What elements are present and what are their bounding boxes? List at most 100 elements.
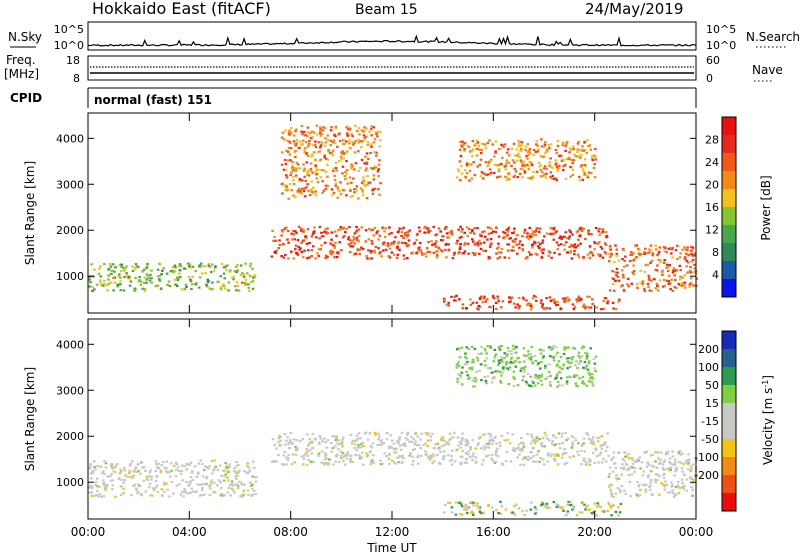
heatmap-cell bbox=[453, 252, 456, 255]
heatmap-cell bbox=[670, 481, 673, 484]
heatmap-cell bbox=[484, 146, 488, 150]
heatmap-cell bbox=[375, 151, 378, 154]
heatmap-cell bbox=[334, 166, 338, 170]
heatmap-cell bbox=[594, 158, 598, 161]
heatmap-cell bbox=[473, 174, 477, 177]
heatmap-cell bbox=[578, 156, 582, 159]
heatmap-cell bbox=[201, 489, 204, 492]
heatmap-cell bbox=[571, 442, 575, 445]
heatmap-cell bbox=[498, 346, 501, 349]
heatmap-cell bbox=[204, 465, 207, 468]
heatmap-cell bbox=[394, 236, 397, 239]
heatmap-cell bbox=[623, 459, 626, 462]
heatmap-cell bbox=[594, 148, 597, 151]
heatmap-cell bbox=[572, 145, 575, 148]
heatmap-cell bbox=[91, 286, 94, 289]
heatmap-cell bbox=[109, 281, 113, 284]
heatmap-cell bbox=[478, 369, 481, 372]
heatmap-cell bbox=[306, 135, 309, 138]
heatmap-cell bbox=[475, 147, 479, 150]
heatmap-cell bbox=[213, 266, 217, 269]
heatmap-cell bbox=[209, 487, 212, 490]
heatmap-cell bbox=[555, 373, 559, 376]
heatmap-cell bbox=[639, 488, 642, 491]
heatmap-cell bbox=[389, 434, 392, 437]
heatmap-cell bbox=[461, 140, 464, 143]
heatmap-cell bbox=[291, 164, 294, 167]
heatmap-cell bbox=[548, 506, 552, 509]
heatmap-cell bbox=[529, 235, 532, 238]
heatmap-cell bbox=[527, 238, 531, 241]
heatmap-cell bbox=[292, 230, 295, 233]
heatmap-cell bbox=[499, 162, 503, 166]
heatmap-cell bbox=[537, 241, 540, 244]
heatmap-cell bbox=[361, 189, 364, 192]
heatmap-cell bbox=[459, 243, 463, 246]
heatmap-cell bbox=[612, 503, 615, 506]
heatmap-cell bbox=[665, 483, 669, 486]
heatmap-cell bbox=[354, 124, 357, 127]
heatmap-cell bbox=[541, 303, 545, 306]
heatmap-cell bbox=[357, 127, 361, 130]
heatmap-cell bbox=[441, 235, 444, 238]
heatmap-cell bbox=[577, 140, 580, 143]
heatmap-cell bbox=[118, 283, 122, 286]
heatmap-cell bbox=[531, 447, 535, 450]
heatmap-cell bbox=[539, 168, 543, 171]
heatmap-cell bbox=[379, 459, 382, 462]
heatmap-cell bbox=[539, 243, 542, 246]
heatmap-cell bbox=[236, 284, 240, 287]
heatmap-cell bbox=[245, 471, 249, 474]
heatmap-cell bbox=[346, 128, 350, 131]
heatmap-cell bbox=[561, 432, 564, 435]
heatmap-cell bbox=[471, 140, 475, 143]
heatmap-cell bbox=[227, 281, 231, 284]
heatmap-cell bbox=[434, 443, 437, 446]
heatmap-cell bbox=[323, 144, 327, 147]
heatmap-cell bbox=[585, 357, 589, 360]
heatmap-cell bbox=[219, 464, 222, 467]
heatmap-cell bbox=[473, 253, 476, 256]
heatmap-cell bbox=[251, 493, 254, 496]
heatmap-cell bbox=[586, 253, 590, 256]
heatmap-cell bbox=[587, 306, 591, 309]
heatmap-cell bbox=[402, 254, 406, 257]
heatmap-cell bbox=[318, 441, 321, 444]
heatmap-cell bbox=[586, 174, 589, 177]
heatmap-cell bbox=[188, 263, 191, 266]
heatmap-cell bbox=[455, 294, 458, 297]
heatmap-cell bbox=[159, 470, 163, 474]
heatmap-cell bbox=[628, 480, 632, 483]
heatmap-cell bbox=[618, 298, 621, 301]
heatmap-cell bbox=[408, 229, 411, 232]
heatmap-cell bbox=[234, 265, 238, 268]
heatmap-cell bbox=[555, 241, 559, 244]
heatmap-cell bbox=[129, 280, 133, 283]
heatmap-cell bbox=[484, 379, 488, 382]
heatmap-cell bbox=[466, 439, 469, 442]
heatmap-cell bbox=[557, 360, 561, 363]
heatmap-cell bbox=[478, 163, 482, 166]
heatmap-cell bbox=[493, 163, 497, 166]
heatmap-cell bbox=[683, 246, 686, 249]
heatmap-cell bbox=[442, 300, 446, 303]
heatmap-cell bbox=[479, 247, 483, 250]
heatmap-cell bbox=[572, 455, 576, 458]
heatmap-cell bbox=[296, 253, 300, 256]
heatmap-cell bbox=[531, 230, 535, 233]
heatmap-cell bbox=[463, 355, 467, 358]
heatmap-cell bbox=[617, 477, 621, 480]
heatmap-cell bbox=[554, 454, 557, 457]
heatmap-cell bbox=[296, 447, 299, 450]
heatmap-cell bbox=[374, 131, 377, 134]
heatmap-cell bbox=[585, 355, 589, 358]
heatmap-cell bbox=[461, 383, 464, 386]
heatmap-cell bbox=[156, 275, 160, 278]
heatmap-cell bbox=[457, 228, 460, 231]
heatmap-cell bbox=[467, 453, 470, 456]
heatmap-cell bbox=[297, 245, 300, 248]
heatmap-cell bbox=[514, 351, 518, 354]
heatmap-cell bbox=[670, 278, 673, 281]
heatmap-cell bbox=[555, 165, 559, 168]
heatmap-cell bbox=[622, 289, 626, 293]
